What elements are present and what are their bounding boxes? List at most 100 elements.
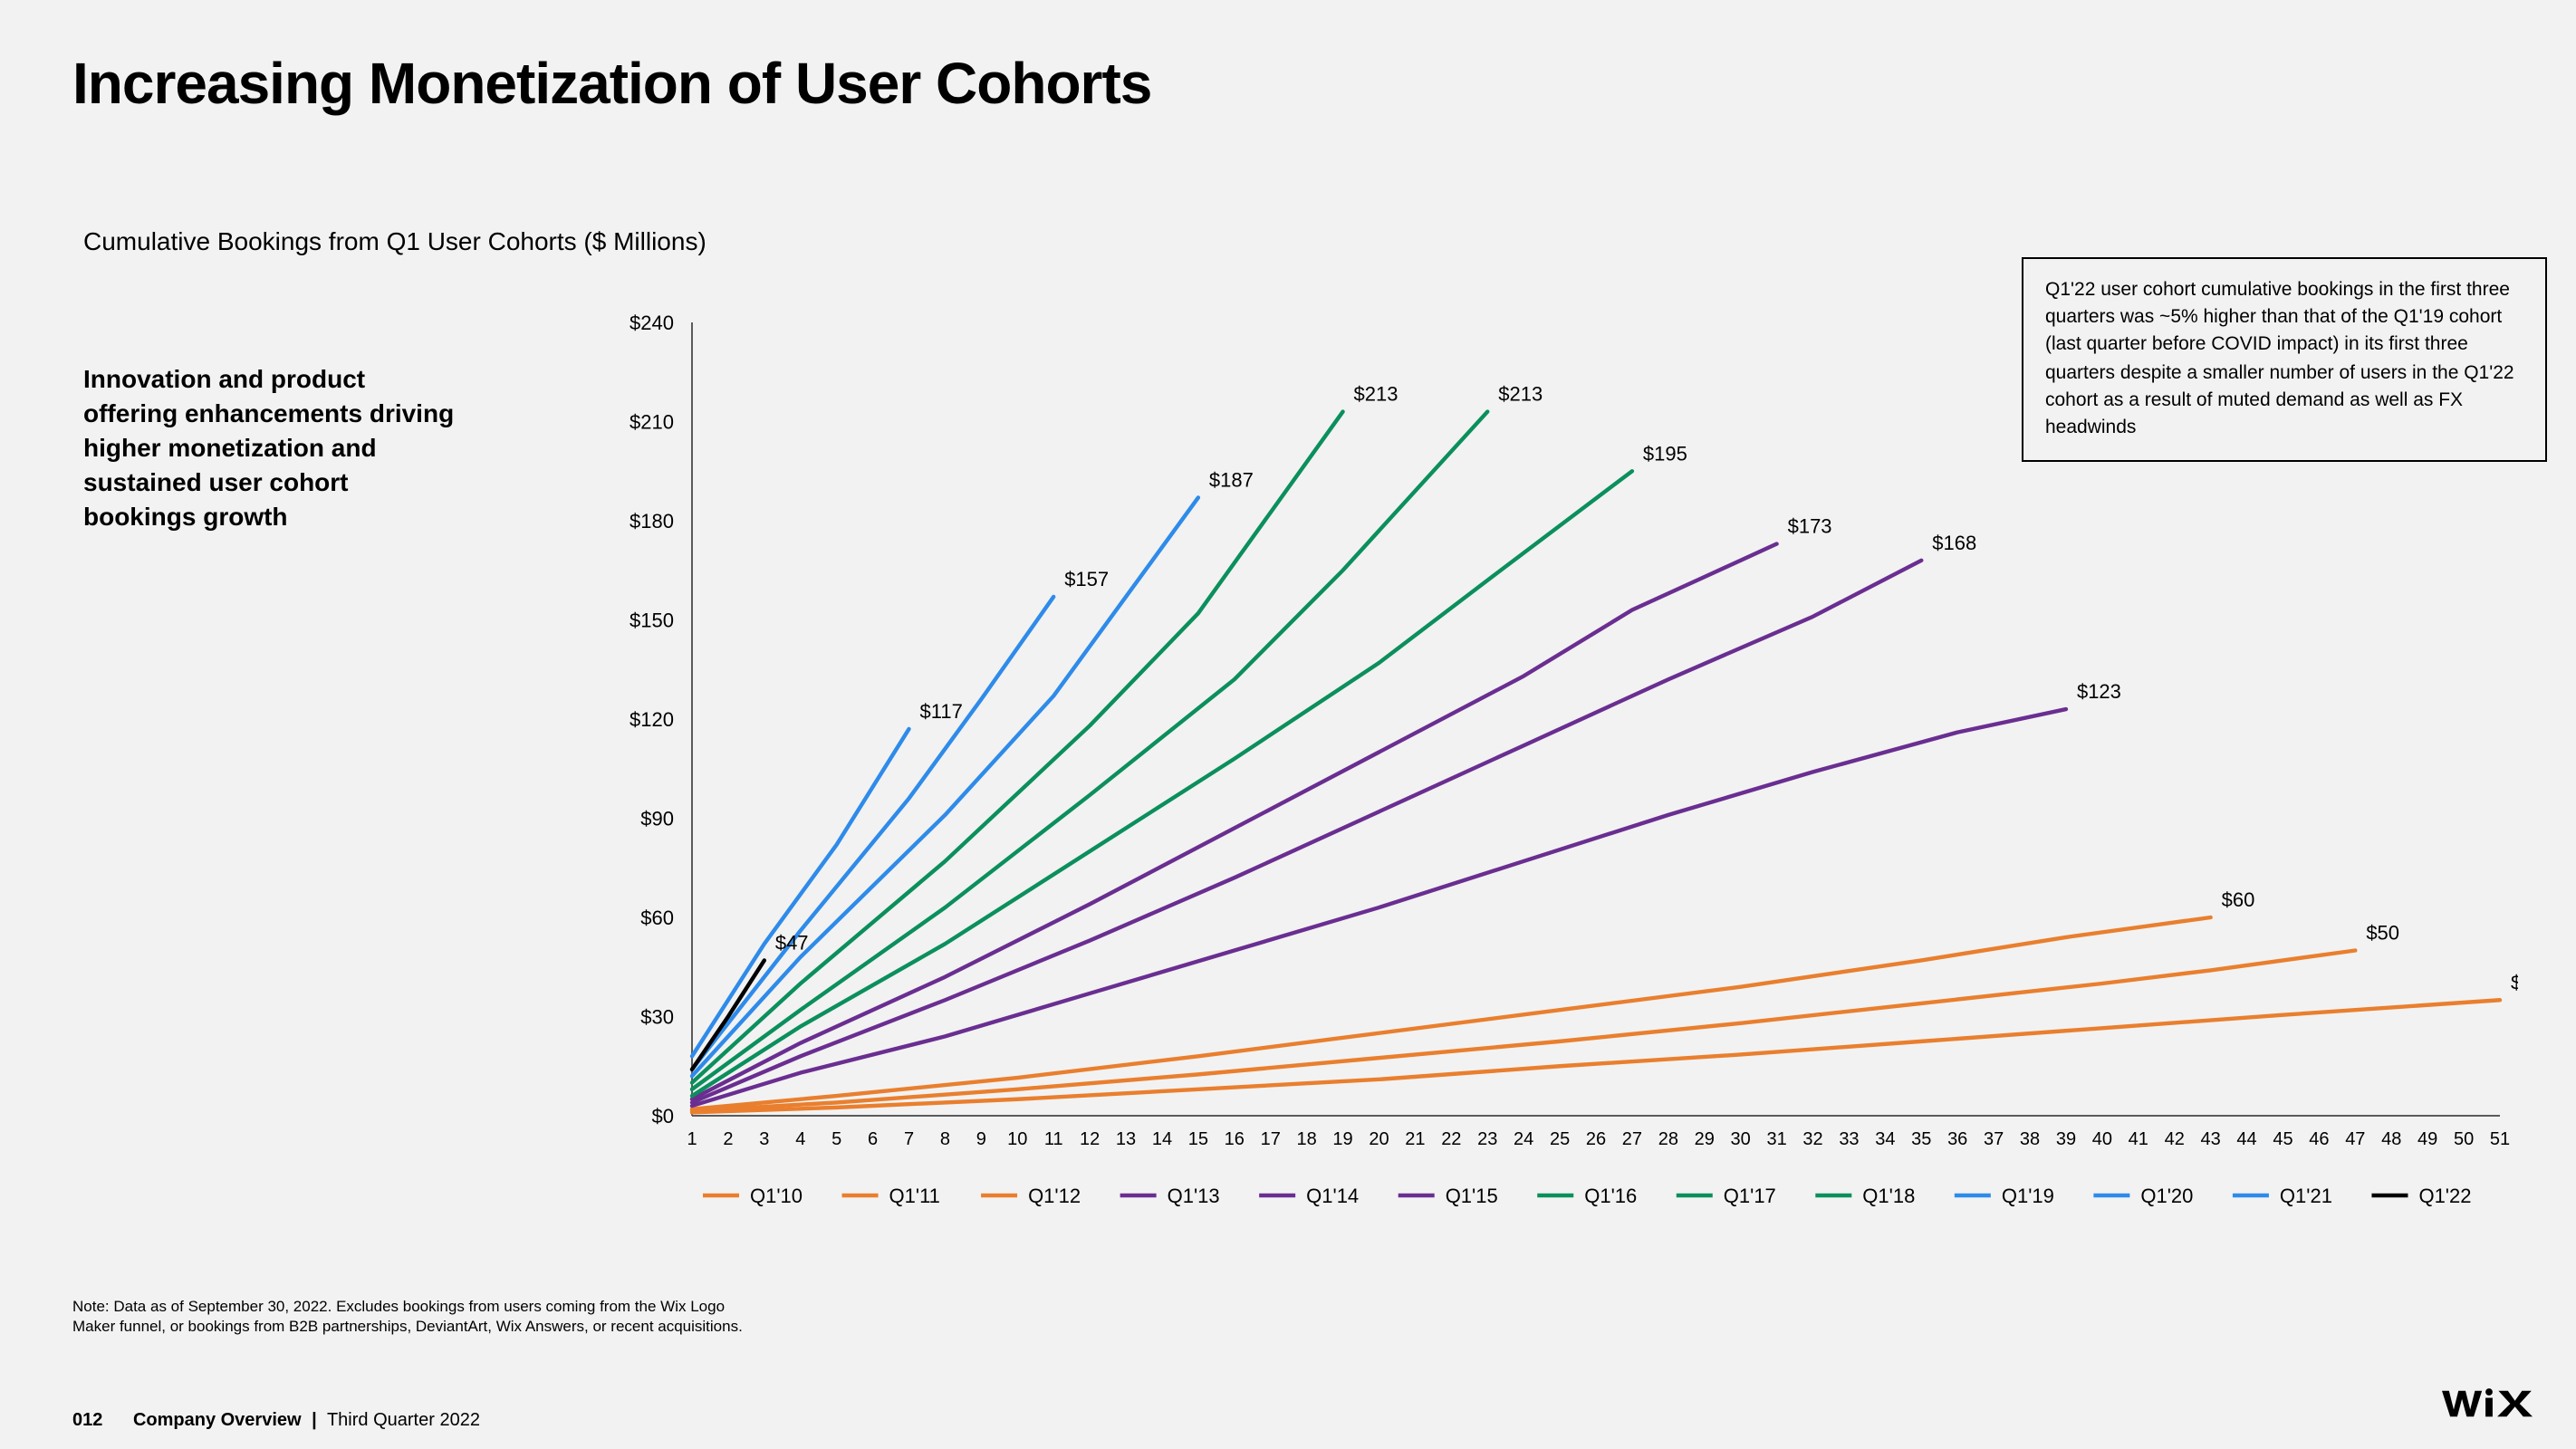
xtick-label: 50 <box>2454 1129 2474 1149</box>
xtick-label: 3 <box>759 1129 769 1149</box>
end-label: $123 <box>2077 680 2121 703</box>
legend-label: Q1'19 <box>2002 1185 2054 1207</box>
xtick-label: 9 <box>976 1129 986 1149</box>
series-line <box>692 471 1632 1096</box>
legend-label: Q1'15 <box>1446 1185 1498 1207</box>
series-line <box>692 1000 2500 1112</box>
slide: Increasing Monetization of User Cohorts … <box>0 0 2576 1449</box>
xtick-label: 13 <box>1116 1129 1136 1149</box>
end-label: $60 <box>2222 888 2255 911</box>
xtick-label: 4 <box>795 1129 805 1149</box>
xtick-label: 45 <box>2273 1129 2292 1149</box>
xtick-label: 25 <box>1550 1129 1570 1149</box>
xtick-label: 11 <box>1044 1129 1063 1149</box>
ytick-label: $0 <box>652 1105 674 1128</box>
wix-logo <box>2442 1386 2536 1431</box>
end-label: $157 <box>1064 568 1109 590</box>
xtick-label: 31 <box>1766 1129 1786 1149</box>
ytick-label: $180 <box>630 510 674 533</box>
end-label: $173 <box>1788 515 1832 538</box>
xtick-label: 34 <box>1875 1129 1895 1149</box>
xtick-label: 17 <box>1261 1129 1281 1149</box>
series-line <box>692 917 2211 1109</box>
page-number: 012 <box>72 1411 102 1431</box>
xtick-label: 5 <box>831 1129 841 1149</box>
xtick-label: 35 <box>1911 1129 1931 1149</box>
legend-label: Q1'17 <box>1724 1185 1776 1207</box>
xtick-label: 19 <box>1332 1129 1352 1149</box>
xtick-label: 10 <box>1007 1129 1027 1149</box>
series-line <box>692 497 1198 1076</box>
xtick-label: 20 <box>1369 1129 1389 1149</box>
xtick-label: 40 <box>2092 1129 2112 1149</box>
xtick-label: 28 <box>1658 1129 1678 1149</box>
xtick-label: 37 <box>1984 1129 2004 1149</box>
chart-svg: $0$30$60$90$120$150$180$210$240123456789… <box>616 312 2518 1217</box>
xtick-label: 46 <box>2309 1129 2329 1149</box>
xtick-label: 26 <box>1586 1129 1606 1149</box>
xtick-label: 49 <box>2417 1129 2437 1149</box>
end-label: $47 <box>775 931 809 954</box>
xtick-label: 24 <box>1514 1129 1533 1149</box>
xtick-label: 7 <box>904 1129 914 1149</box>
end-label: $117 <box>920 700 963 723</box>
xtick-label: 41 <box>2129 1129 2148 1149</box>
xtick-label: 2 <box>723 1129 733 1149</box>
insight-text: Innovation and product offering enhancem… <box>83 362 464 533</box>
end-label: $213 <box>1354 383 1399 406</box>
end-label: $50 <box>2366 922 2399 945</box>
footer: 012 Company Overview | Third Quarter 202… <box>72 1411 480 1431</box>
xtick-label: 15 <box>1188 1129 1208 1149</box>
ytick-label: $90 <box>640 808 674 830</box>
end-label: $35 <box>2511 971 2518 993</box>
end-label: $187 <box>1209 468 1254 491</box>
legend-label: Q1'12 <box>1028 1185 1081 1207</box>
chart-subtitle: Cumulative Bookings from Q1 User Cohorts… <box>83 226 706 255</box>
footnote: Note: Data as of September 30, 2022. Exc… <box>72 1297 743 1339</box>
xtick-label: 12 <box>1080 1129 1100 1149</box>
end-label: $213 <box>1498 383 1543 406</box>
footer-divider: | <box>306 1411 322 1431</box>
xtick-label: 38 <box>2020 1129 2040 1149</box>
ytick-label: $30 <box>640 1006 674 1029</box>
xtick-label: 8 <box>940 1129 950 1149</box>
legend-label: Q1'16 <box>1584 1185 1637 1207</box>
xtick-label: 23 <box>1477 1129 1497 1149</box>
xtick-label: 21 <box>1405 1129 1425 1149</box>
series-line <box>692 412 1343 1083</box>
xtick-label: 36 <box>1947 1129 1967 1149</box>
legend-label: Q1'21 <box>2280 1185 2332 1207</box>
xtick-label: 32 <box>1802 1129 1822 1149</box>
line-chart: $0$30$60$90$120$150$180$210$240123456789… <box>616 312 2518 1217</box>
ytick-label: $150 <box>630 609 674 632</box>
footer-section: Company Overview <box>133 1411 302 1431</box>
ytick-label: $240 <box>630 312 674 334</box>
xtick-label: 42 <box>2165 1129 2185 1149</box>
footer-period: Third Quarter 2022 <box>327 1411 480 1431</box>
page-title: Increasing Monetization of User Cohorts <box>72 51 1151 118</box>
xtick-label: 16 <box>1225 1129 1245 1149</box>
wix-logo-icon <box>2442 1386 2536 1422</box>
series-line <box>692 412 1487 1089</box>
xtick-label: 27 <box>1622 1129 1642 1149</box>
xtick-label: 51 <box>2490 1129 2510 1149</box>
series-line <box>692 597 1053 1070</box>
legend-label: Q1'14 <box>1306 1185 1359 1207</box>
series-line <box>692 544 1777 1099</box>
xtick-label: 22 <box>1441 1129 1461 1149</box>
legend-label: Q1'18 <box>1862 1185 1915 1207</box>
xtick-label: 30 <box>1731 1129 1751 1149</box>
series-line <box>692 960 764 1069</box>
xtick-label: 14 <box>1152 1129 1172 1149</box>
xtick-label: 6 <box>868 1129 878 1149</box>
xtick-label: 44 <box>2236 1129 2256 1149</box>
legend-label: Q1'20 <box>2140 1185 2193 1207</box>
legend-label: Q1'22 <box>2418 1185 2471 1207</box>
xtick-label: 1 <box>687 1129 697 1149</box>
xtick-label: 29 <box>1695 1129 1715 1149</box>
xtick-label: 47 <box>2345 1129 2365 1149</box>
xtick-label: 33 <box>1839 1129 1859 1149</box>
ytick-label: $210 <box>630 411 674 434</box>
end-label: $168 <box>1932 532 1976 554</box>
xtick-label: 48 <box>2381 1129 2401 1149</box>
